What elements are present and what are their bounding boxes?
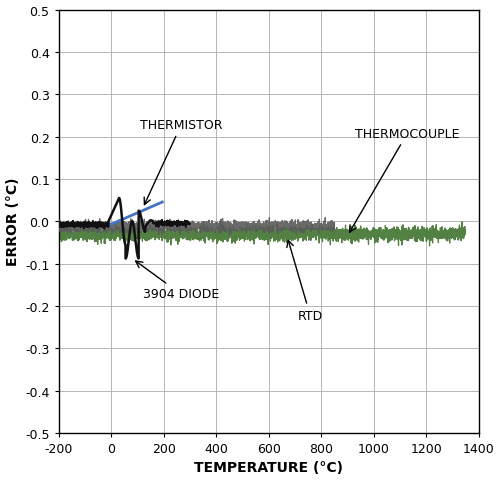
Text: RTD: RTD [287, 240, 322, 322]
Text: THERMOCOUPLE: THERMOCOUPLE [350, 127, 460, 233]
Y-axis label: ERROR (°C): ERROR (°C) [6, 178, 20, 266]
X-axis label: TEMPERATURE (°C): TEMPERATURE (°C) [194, 460, 343, 474]
Text: THERMISTOR: THERMISTOR [140, 119, 222, 205]
Text: 3904 DIODE: 3904 DIODE [136, 262, 219, 301]
